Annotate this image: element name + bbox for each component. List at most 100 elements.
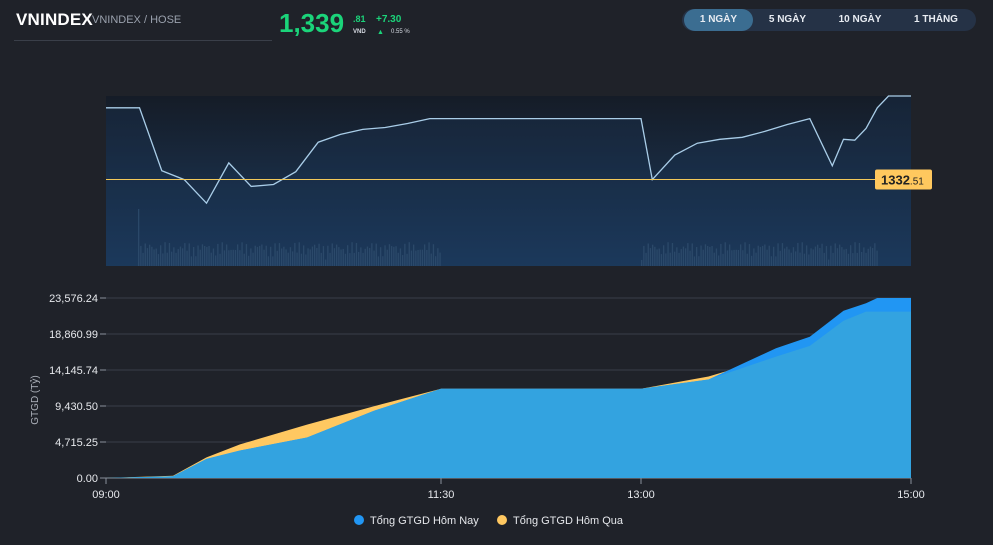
volume-bar [287,252,289,266]
volume-bar [351,242,353,266]
volume-bar [718,255,720,266]
x-tick-label: 13:00 [627,489,655,501]
legend-today-label: Tổng GTGD Hôm Nay [370,515,479,527]
volume-bar [786,246,788,266]
volume-bar [212,248,215,266]
volume-bar [410,250,413,266]
volume-bar [806,245,808,266]
volume-bar [861,252,863,266]
volume-bar [825,246,828,266]
volume-bar [391,246,393,266]
volume-bar [309,249,311,266]
tab-1-day[interactable]: 1 NGÀY [684,9,753,31]
volume-bar [285,249,287,266]
volume-bar [311,246,314,266]
volume-bar [296,252,298,266]
volume-bar [645,252,647,266]
volume-bar [322,246,325,266]
volume-bar [327,245,329,266]
volume-bar [704,244,707,266]
volume-bar [764,244,766,266]
y-tick-label: 18,860.99 [49,329,98,341]
volume-bar [689,250,691,266]
volume-bar [817,244,819,266]
volume-bar [217,243,219,266]
volume-bar [329,252,331,266]
volume-bar [160,245,162,266]
volume-bar [386,249,388,266]
volume-bar [674,251,676,266]
volume-bar [801,242,803,266]
volume-bar [292,251,294,266]
volume-bar [669,252,671,266]
volume-bar [342,248,344,266]
volume-bar [175,252,177,266]
x-tick-label: 15:00 [897,489,925,501]
volume-bar [234,250,237,266]
volume-bar [808,254,810,266]
volume-bar [188,243,190,266]
volume-bar [858,243,861,266]
volume-bar [162,253,164,266]
volume-bar [138,209,140,266]
volume-bar [399,248,402,266]
volume-bar [740,244,742,266]
volume-bar [784,248,786,266]
volume-bar [190,256,193,266]
header-divider [14,40,272,41]
volume-bar [845,248,847,266]
volume-bar [711,246,713,266]
volume-bar [742,250,744,266]
volume-bar [358,252,360,266]
volume-bar [252,252,254,266]
volume-bar [762,245,764,266]
legend-today[interactable]: Tổng GTGD Hôm Nay [354,515,479,527]
volume-bar [151,246,153,266]
legend-yesterday[interactable]: Tổng GTGD Hôm Qua [497,515,623,527]
volume-bar [353,252,355,266]
volume-bar [834,243,836,266]
volume-bar [698,256,700,266]
volume-bar [781,243,784,266]
volume-bar [388,244,391,266]
volume-bar [643,245,645,266]
volume-bar [872,248,874,266]
volume-bar [724,242,726,266]
volume-bar [709,246,711,266]
volume-bar [667,242,669,266]
price-area [106,96,911,266]
volume-bar [828,259,830,266]
tab-5-days[interactable]: 5 NGÀY [768,14,807,25]
volume-bar [854,242,856,266]
volume-bar [259,245,261,266]
volume-bar [803,253,806,266]
volume-bar [773,246,775,266]
volume-bar [795,251,797,266]
volume-bar [360,247,362,266]
volume-bar [265,245,267,266]
volume-bar [186,250,188,266]
volume-bar [696,247,698,266]
volume-bar [687,243,689,266]
volume-bar [182,248,184,266]
volume-bar [140,245,142,266]
volume-bar [432,244,435,266]
volume-bar [375,243,377,266]
volume-bar [197,245,199,266]
legend-yesterday-label: Tổng GTGD Hôm Qua [513,515,624,527]
volume-bar [347,245,349,266]
x-tick-label: 11:30 [428,489,455,501]
volume-bar [232,249,234,266]
volume-bar [685,248,687,266]
price-panel [106,96,911,266]
volume-bar [768,245,770,266]
volume-bar [722,253,724,266]
x-tick-label: 09:00 [92,489,120,501]
volume-bar [876,250,878,266]
volume-bar [219,253,221,266]
reference-badge: 1332.51 [875,169,932,190]
volume-bar [276,250,278,266]
tab-10-days[interactable]: 10 NGÀY [838,14,882,25]
tab-1-month[interactable]: 1 THÁNG [914,14,958,25]
volume-bar [874,243,876,266]
